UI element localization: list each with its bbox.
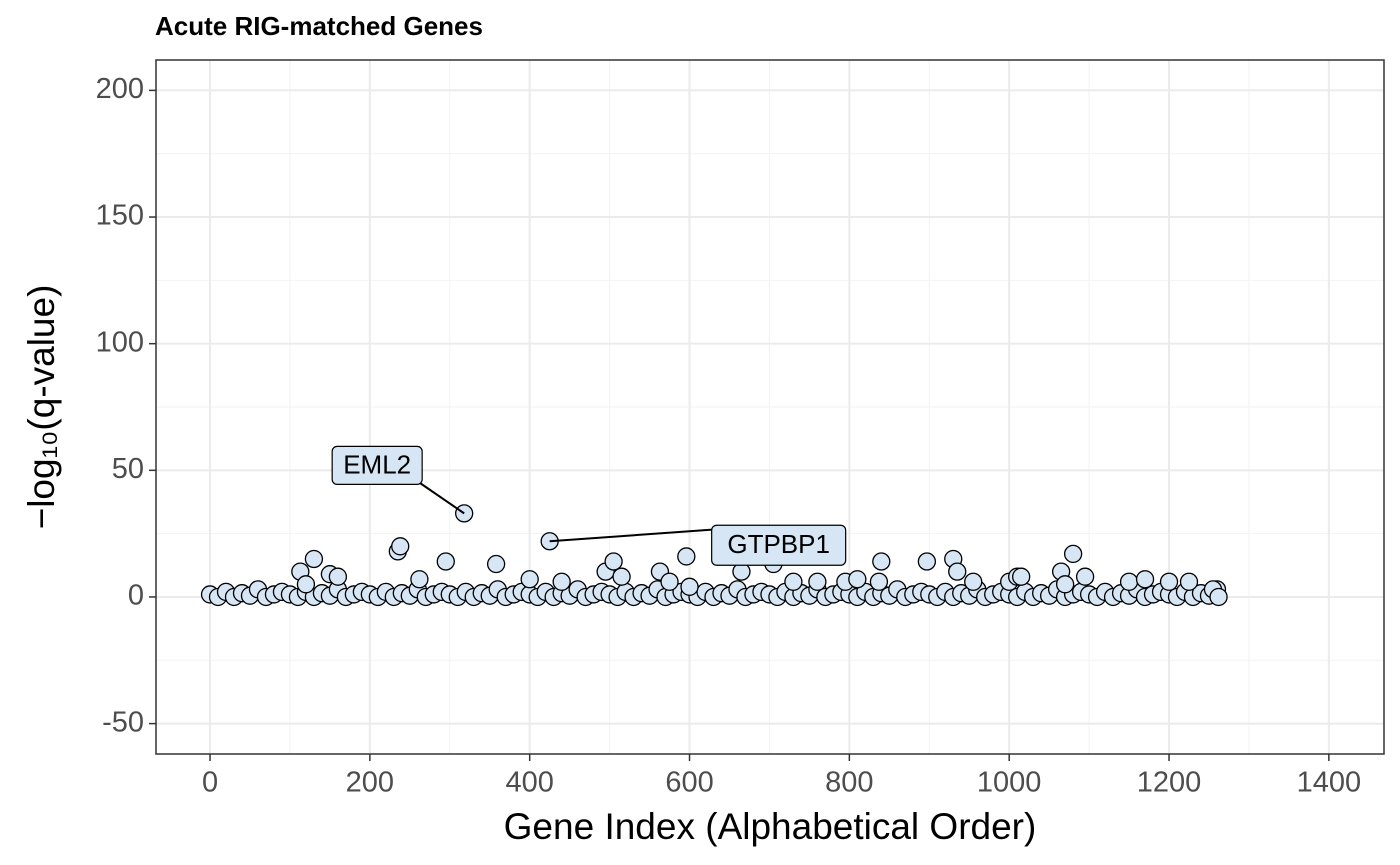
point [680,577,699,596]
plot-border [155,59,1385,755]
point [1119,572,1139,591]
x-tick-label: 1400 [1297,767,1362,799]
point [964,572,983,591]
point [1075,567,1095,586]
point [1012,567,1031,586]
point [436,552,455,571]
point [784,572,803,591]
annotation-leader [549,528,718,543]
y-axis-title: −log₁₀(q-value) [21,285,62,530]
point [1055,575,1075,594]
point [296,575,316,594]
point [391,537,410,556]
point [328,567,348,586]
point [1209,587,1228,607]
point [520,570,539,589]
x-tick-label: 800 [825,767,873,799]
y-tick-label: 200 [96,73,144,105]
annotation-label: GTPBP1 [727,529,830,559]
y-tick-label: 100 [96,326,144,358]
annotation-leader [415,479,465,515]
point [612,567,631,586]
x-tick-label: 1200 [1137,767,1202,799]
y-tick-label: 0 [128,580,144,612]
point [604,552,623,571]
point [808,572,827,591]
y-tick-label: -50 [102,706,144,738]
point [872,552,891,571]
point [1179,572,1199,591]
point [677,547,696,566]
point [948,562,967,581]
annotation-label: EML2 [343,449,411,479]
point [1135,570,1155,589]
x-tick-label: 400 [505,767,553,799]
x-tick-label: 600 [665,767,713,799]
chart-title: Acute RIG-matched Genes [155,11,483,41]
point [1063,544,1083,564]
x-tick-label: 200 [346,767,394,799]
y-tick-label: 50 [112,453,144,485]
annotation-box [711,524,847,566]
point [410,570,429,589]
point [552,572,571,591]
x-axis-title: Gene Index (Alphabetical Order) [504,806,1037,847]
point [1159,572,1179,591]
x-tick-label: 0 [202,767,218,799]
point [660,572,679,591]
x-tick-label: 1000 [977,767,1042,799]
point [848,570,867,589]
point [869,572,889,591]
annotation-box [331,445,423,485]
y-tick-label: 150 [96,200,144,232]
point [304,549,324,569]
point [486,554,506,574]
point [917,552,937,571]
